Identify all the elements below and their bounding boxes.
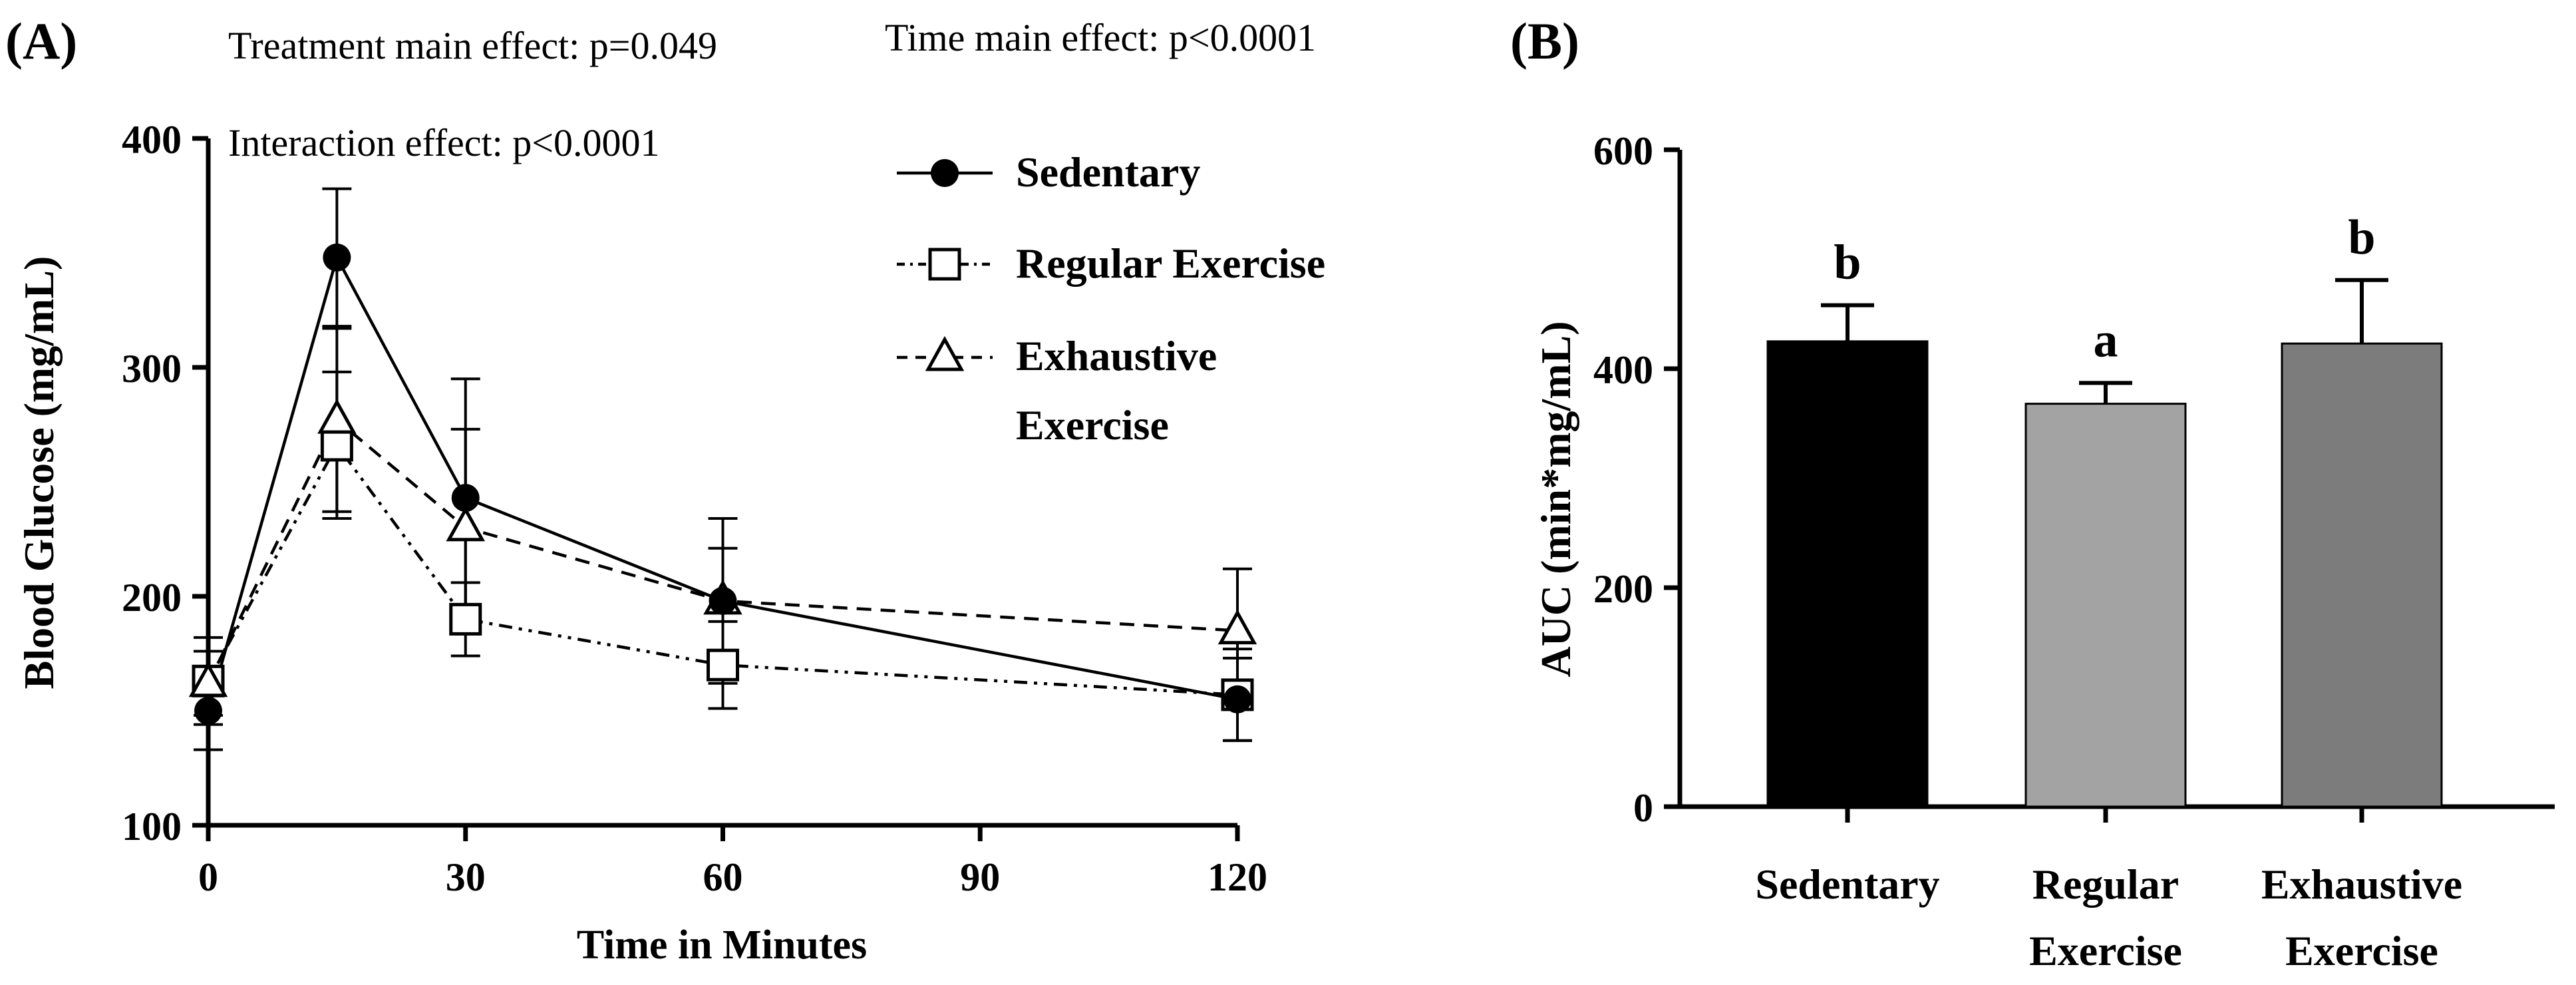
x-tick-label-b: Exercise [2029, 927, 2182, 974]
data-point-exhaustive-exercise [317, 398, 357, 434]
y-tick-label-b: 600 [1593, 129, 1653, 173]
data-point-regular-exercise [449, 602, 482, 636]
data-point-exhaustive-exercise [1217, 609, 1257, 645]
legend-marker-sedentary [931, 159, 959, 187]
legend-marker-exhaustive-exercise [925, 335, 965, 371]
panel-b: (B) AUC (min*mg/mL) 0 200 400 600 b Sedentar… [1510, 12, 2555, 974]
data-point-sedentary [709, 586, 737, 615]
x-tick-label-a: 30 [446, 855, 486, 899]
y-tick-label-a: 100 [122, 805, 182, 849]
data-point-sedentary [451, 484, 480, 512]
time-effect-annotation: Time main effect: p<0.0001 [885, 16, 1316, 59]
x-tick-label-b: Sedentary [1755, 861, 1939, 908]
y-axis-title-b: AUC (min*mg/mL) [1532, 321, 1579, 677]
y-axis-title-a: Blood Glucose (mg/mL) [15, 256, 63, 690]
data-point-sedentary [1223, 685, 1251, 713]
x-tick-label-b: Exercise [2285, 927, 2438, 974]
bar-sedentary [1766, 340, 1929, 808]
panel-a: (A) Treatment main effect: p=0.049 Time … [5, 12, 1325, 968]
y-tick-label-b: 400 [1593, 348, 1653, 392]
legend-label: Sedentary [1016, 148, 1200, 196]
y-tick-label-b: 200 [1593, 567, 1653, 611]
y-tick-label-a: 300 [122, 347, 182, 391]
data-point-regular-exercise [320, 429, 353, 462]
significance-letter: b [1834, 236, 1861, 290]
x-tick-label-a: 90 [960, 855, 1000, 899]
data-point-exhaustive-exercise [446, 506, 485, 542]
significance-letter: b [2348, 210, 2375, 265]
x-tick-label-a: 120 [1208, 855, 1267, 899]
x-tick-label-a: 60 [703, 855, 743, 899]
panel-a-label: (A) [5, 12, 77, 70]
legend-label: Exercise [1016, 401, 1169, 449]
treatment-effect-annotation: Treatment main effect: p=0.049 [228, 24, 717, 67]
x-axis-title-a: Time in Minutes [577, 922, 867, 968]
data-point-sedentary [194, 697, 222, 725]
bar-regular-exercise [2024, 403, 2187, 808]
x-tick-label-b: Regular [2032, 861, 2179, 908]
y-tick-label-b: 0 [1633, 786, 1653, 830]
data-point-exhaustive-exercise [188, 662, 228, 697]
panel-b-label: (B) [1510, 12, 1579, 70]
y-tick-label-a: 400 [122, 118, 182, 162]
bar-exhaustive-exercise [2281, 342, 2443, 808]
legend-label: Exhaustive [1016, 332, 1217, 379]
legend-marker-regular-exercise [928, 248, 961, 281]
y-tick-label-a: 200 [122, 576, 182, 620]
x-tick-label-a: 0 [198, 855, 218, 899]
data-point-regular-exercise [707, 648, 739, 682]
significance-letter: a [2094, 313, 2118, 367]
x-tick-label-b: Exhaustive [2261, 861, 2462, 908]
interaction-effect-annotation: Interaction effect: p<0.0001 [228, 121, 659, 164]
legend-label: Regular Exercise [1016, 240, 1325, 287]
data-point-sedentary [323, 243, 351, 272]
